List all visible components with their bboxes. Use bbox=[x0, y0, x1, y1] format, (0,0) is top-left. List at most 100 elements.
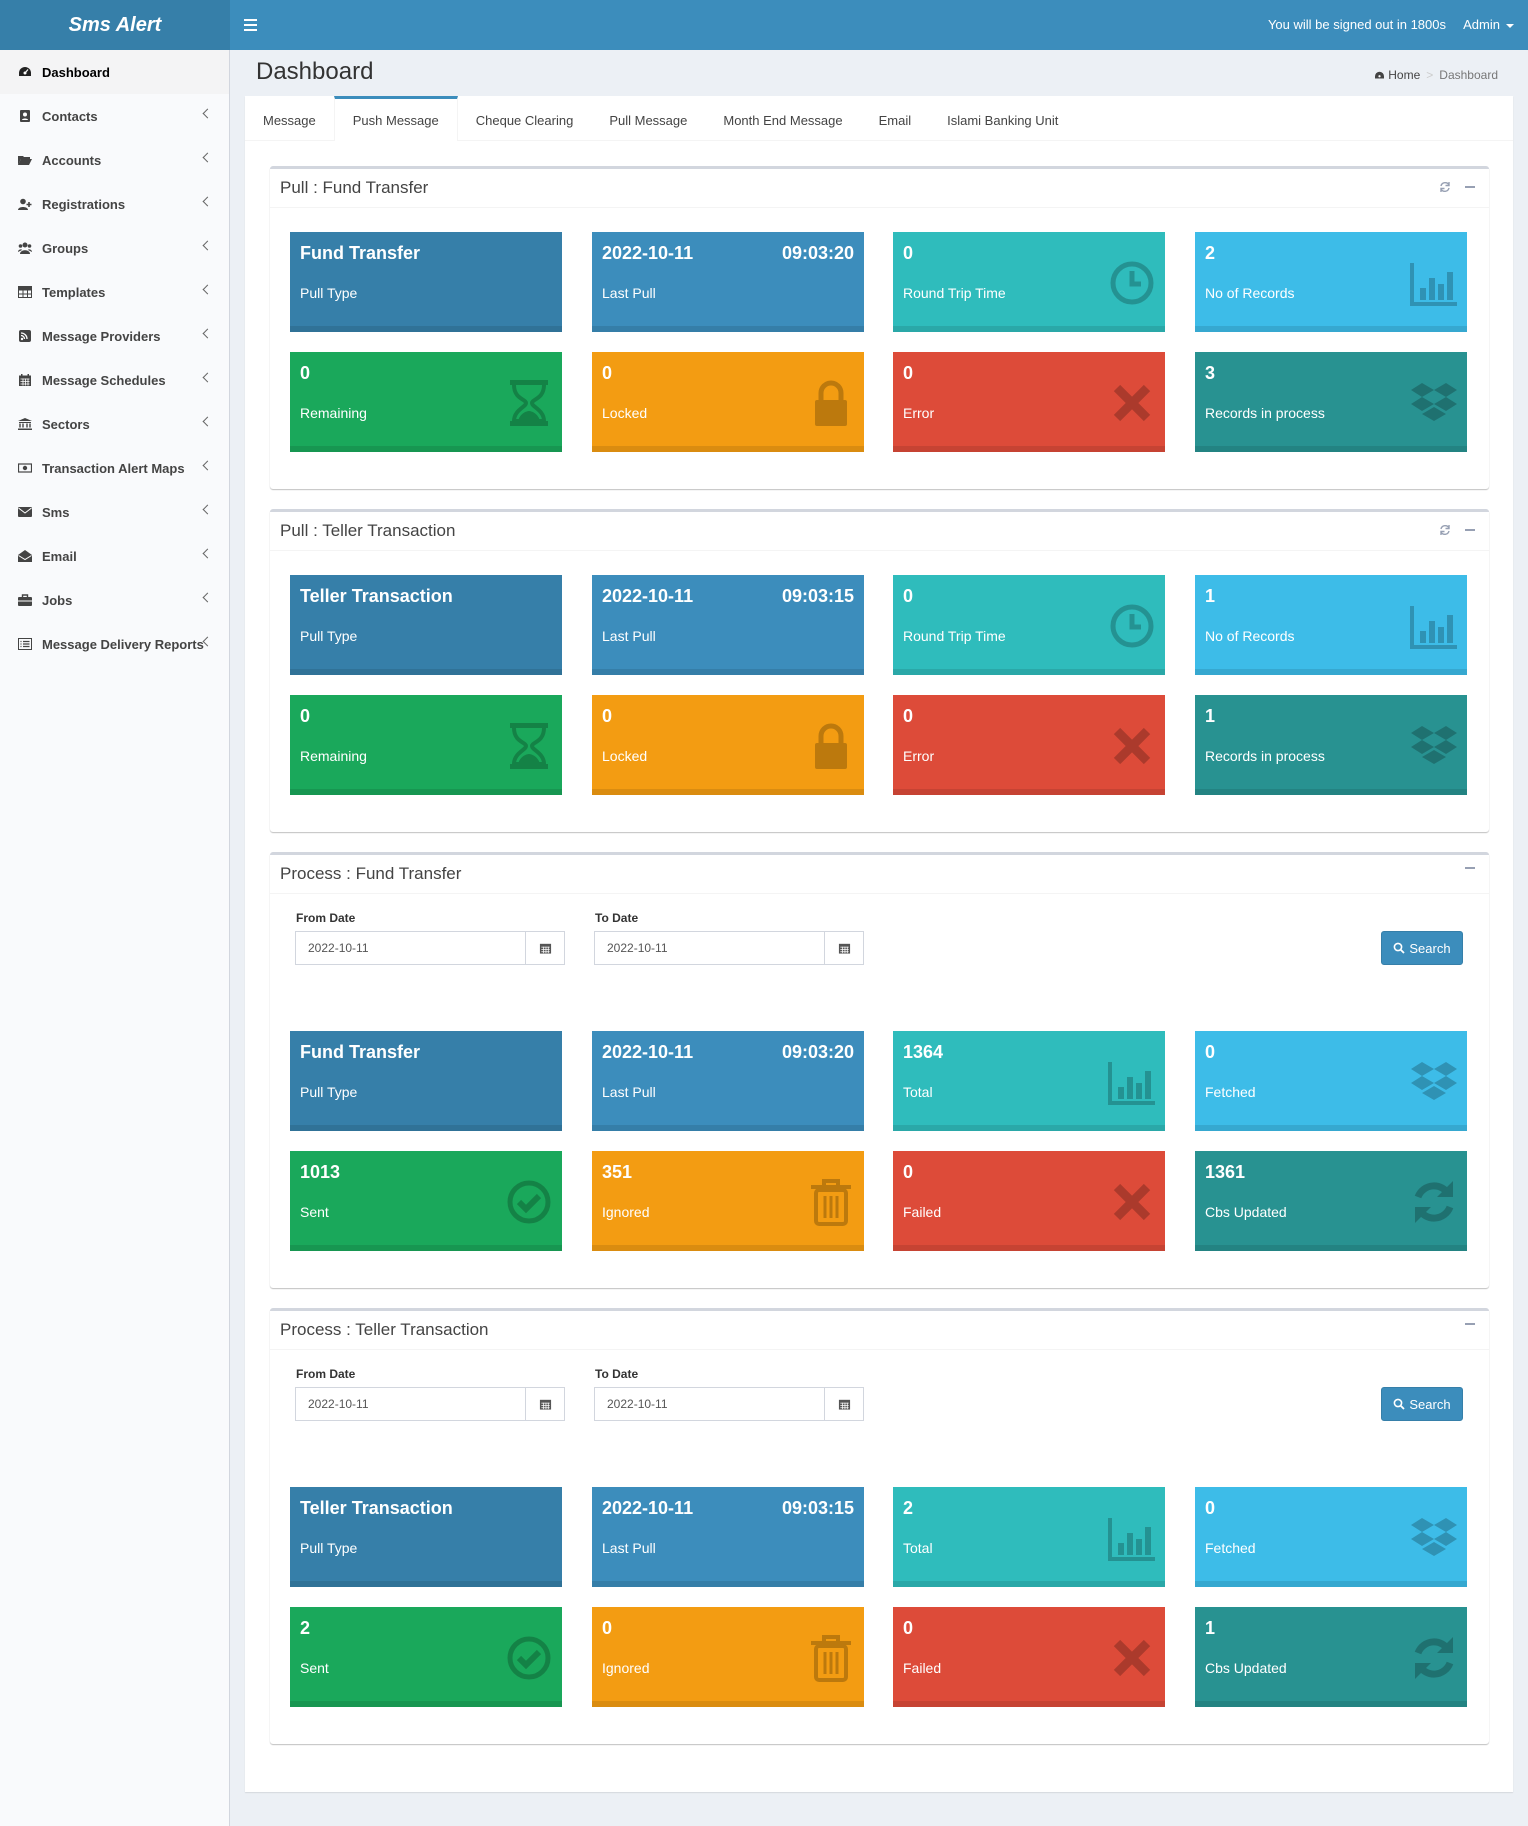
tile-value: 0 bbox=[903, 706, 914, 726]
tab-cheque-clearing[interactable]: Cheque Clearing bbox=[475, 113, 574, 128]
calendar-icon[interactable] bbox=[525, 932, 564, 964]
tab-pull-message[interactable]: Pull Message bbox=[609, 113, 688, 128]
sidebar-item-dashboard[interactable]: Dashboard bbox=[0, 50, 229, 94]
tab-email[interactable]: Email bbox=[878, 113, 912, 128]
breadcrumb-home[interactable]: Home bbox=[1388, 68, 1421, 82]
dashboard-icon bbox=[18, 66, 32, 78]
tile-last-pull: 2022-10-11 09:03:20 Last Pull bbox=[592, 1031, 864, 1131]
sidebar-item-registrations[interactable]: Registrations bbox=[0, 182, 229, 226]
tile-value: 1013 bbox=[300, 1162, 341, 1182]
user-plus-icon bbox=[18, 198, 32, 210]
list-alt-icon bbox=[18, 638, 32, 650]
sidebar-item-label: Sms bbox=[42, 504, 70, 520]
collapse-icon[interactable] bbox=[1465, 529, 1475, 531]
to-date-field[interactable]: 2022-10-11 bbox=[594, 1387, 864, 1421]
tile-label: Locked bbox=[602, 748, 648, 764]
tile-value: 0 bbox=[1205, 1042, 1216, 1062]
search-button[interactable]: Search bbox=[1381, 1387, 1463, 1421]
sidebar-item-templates[interactable]: Templates bbox=[0, 270, 229, 314]
tile-date: 2022-10-11 bbox=[602, 1498, 694, 1518]
tile-pull-type: Teller Transaction Pull Type bbox=[290, 1487, 562, 1587]
box-title: Pull : Teller Transaction bbox=[270, 512, 1489, 551]
tile-label: Fetched bbox=[1205, 1540, 1256, 1556]
envelope-icon bbox=[18, 506, 32, 518]
refresh-icon[interactable] bbox=[1439, 181, 1451, 193]
page-title: Dashboard bbox=[256, 58, 374, 85]
tile-failed: 0 Failed bbox=[893, 1151, 1165, 1251]
tile-remaining: 0 Remaining bbox=[290, 695, 562, 795]
tile-label: Pull Type bbox=[300, 628, 358, 644]
from-date-value[interactable]: 2022-10-11 bbox=[308, 1397, 369, 1411]
tile-value: 2 bbox=[1205, 243, 1216, 263]
sidebar-item-label: Dashboard bbox=[42, 64, 110, 80]
folder-open-icon bbox=[18, 154, 32, 166]
sidebar-item-sectors[interactable]: Sectors bbox=[0, 402, 229, 446]
tile-fetched: 0 Fetched bbox=[1195, 1487, 1467, 1587]
tab-bar: Message Push Message Cheque Clearing Pul… bbox=[245, 96, 1513, 141]
tile-label: Records in process bbox=[1205, 405, 1325, 421]
tile-error: 0 Error bbox=[893, 352, 1165, 452]
calendar-icon[interactable] bbox=[824, 932, 863, 964]
tile-cbs-updated: 1361 Cbs Updated bbox=[1195, 1151, 1467, 1251]
tile-value: 1 bbox=[1205, 1618, 1216, 1638]
to-date-value[interactable]: 2022-10-11 bbox=[607, 941, 668, 955]
tile-value: 1364 bbox=[903, 1042, 944, 1062]
calendar-icon[interactable] bbox=[525, 1388, 564, 1420]
sidebar-item-message-schedules[interactable]: Message Schedules bbox=[0, 358, 229, 402]
calendar-icon[interactable] bbox=[824, 1388, 863, 1420]
tile-value: 0 bbox=[602, 706, 613, 726]
tile-value: Fund Transfer bbox=[300, 243, 421, 263]
sidebar-item-message-delivery-reports[interactable]: Message Delivery Reports bbox=[0, 622, 229, 666]
tile-label: Cbs Updated bbox=[1205, 1204, 1287, 1220]
tab-push-message[interactable]: Push Message bbox=[333, 96, 458, 141]
refresh-icon[interactable] bbox=[1439, 524, 1451, 536]
dashboard-icon bbox=[1374, 69, 1385, 79]
tile-label: Locked bbox=[602, 405, 648, 421]
from-date-field[interactable]: 2022-10-11 bbox=[295, 931, 565, 965]
top-header: Sms Alert You will be signed out in 1800… bbox=[0, 0, 1528, 50]
sidebar-item-label: Groups bbox=[42, 240, 89, 256]
sidebar-item-label: Email bbox=[42, 548, 77, 564]
collapse-icon[interactable] bbox=[1465, 867, 1475, 869]
chevron-left-icon bbox=[202, 372, 213, 383]
rss-square-icon bbox=[18, 330, 32, 342]
chevron-left-icon bbox=[202, 328, 213, 339]
dropbox-icon bbox=[1409, 1057, 1459, 1107]
search-button[interactable]: Search bbox=[1381, 931, 1463, 965]
breadcrumb: Home > Dashboard bbox=[1374, 68, 1498, 82]
sidebar-item-transaction-alert-maps[interactable]: Transaction Alert Maps bbox=[0, 446, 229, 490]
sidebar-item-message-providers[interactable]: Message Providers bbox=[0, 314, 229, 358]
sidebar-item-jobs[interactable]: Jobs bbox=[0, 578, 229, 622]
tile-label: Pull Type bbox=[300, 1540, 358, 1556]
collapse-icon[interactable] bbox=[1465, 1323, 1475, 1325]
tile-value: 1 bbox=[1205, 586, 1216, 606]
sidebar-item-email[interactable]: Email bbox=[0, 534, 229, 578]
search-icon bbox=[1393, 942, 1406, 954]
from-date-field[interactable]: 2022-10-11 bbox=[295, 1387, 565, 1421]
tile-label: Round Trip Time bbox=[903, 285, 1006, 301]
close-icon bbox=[1107, 1177, 1157, 1227]
tab-islami-banking-unit[interactable]: Islami Banking Unit bbox=[947, 113, 1059, 128]
user-menu[interactable]: Admin bbox=[1463, 0, 1514, 50]
sidebar-item-sms[interactable]: Sms bbox=[0, 490, 229, 534]
tile-value: 1361 bbox=[1205, 1162, 1246, 1182]
tile-last-pull: 2022-10-11 09:03:15 Last Pull bbox=[592, 1487, 864, 1587]
tile-pull-type: Fund Transfer Pull Type bbox=[290, 232, 562, 332]
sidebar-item-contacts[interactable]: Contacts bbox=[0, 94, 229, 138]
tile-value: 2 bbox=[903, 1498, 914, 1518]
app-logo[interactable]: Sms Alert bbox=[0, 0, 230, 50]
collapse-icon[interactable] bbox=[1465, 186, 1475, 188]
tile-label: Error bbox=[903, 405, 935, 421]
to-date-value[interactable]: 2022-10-11 bbox=[607, 1397, 668, 1411]
to-date-field[interactable]: 2022-10-11 bbox=[594, 931, 864, 965]
box-title: Process : Teller Transaction bbox=[270, 1311, 1489, 1350]
close-icon bbox=[1107, 1633, 1157, 1683]
sidebar-item-groups[interactable]: Groups bbox=[0, 226, 229, 270]
sidebar-toggle-icon[interactable] bbox=[238, 13, 262, 37]
tile-label: Last Pull bbox=[602, 1540, 656, 1556]
sidebar-item-accounts[interactable]: Accounts bbox=[0, 138, 229, 182]
from-date-value[interactable]: 2022-10-11 bbox=[308, 941, 369, 955]
tab-message[interactable]: Message bbox=[263, 113, 316, 128]
tile-value: 0 bbox=[903, 243, 914, 263]
tab-month-end-message[interactable]: Month End Message bbox=[723, 113, 843, 128]
